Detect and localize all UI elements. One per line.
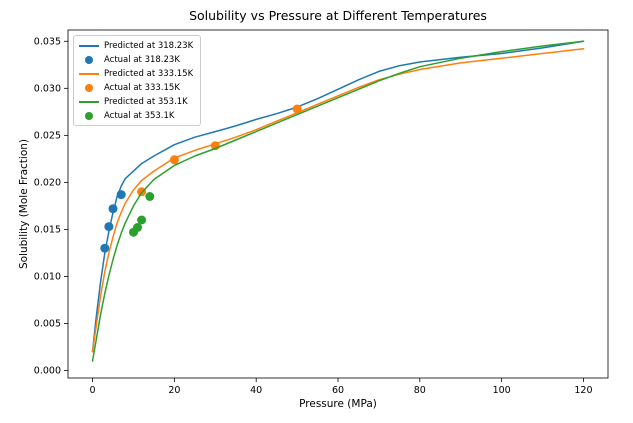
series-point — [104, 222, 114, 232]
x-tick-label: 40 — [250, 385, 262, 396]
x-tick-label: 20 — [168, 385, 180, 396]
legend-item: Actual at 333.15K — [79, 82, 193, 93]
legend-label: Predicted at 318.23K — [104, 40, 194, 51]
legend-label: Predicted at 353.1K — [104, 96, 188, 107]
series-point — [133, 223, 142, 232]
y-tick-label: 0.025 — [34, 131, 61, 142]
legend-line-icon — [79, 44, 99, 47]
y-tick-label: 0.020 — [34, 178, 61, 189]
legend-label: Actual at 333.15K — [104, 82, 180, 93]
legend-dot-icon — [79, 55, 99, 64]
legend-line-icon — [79, 100, 99, 103]
y-tick-label: 0.005 — [34, 319, 61, 330]
legend-item: Predicted at 318.23K — [79, 40, 193, 51]
series-point — [145, 192, 155, 201]
x-tick-label: 120 — [574, 385, 592, 396]
series-point — [116, 190, 126, 200]
x-tick-label: 100 — [493, 385, 511, 396]
legend-label: Actual at 353.1K — [104, 110, 175, 121]
legend-item: Actual at 353.1K — [79, 110, 193, 121]
legend-item: Actual at 318.23K — [79, 54, 193, 65]
legend: Predicted at 318.23K Actual at 318.23K Pre… — [73, 35, 202, 126]
legend-dot-icon — [79, 83, 99, 92]
y-tick-label: 0.000 — [34, 366, 61, 377]
y-tick-label: 0.035 — [34, 36, 61, 47]
y-tick-label: 0.010 — [34, 272, 61, 283]
series-line — [91, 40, 585, 362]
legend-item: Predicted at 353.1K — [79, 96, 193, 107]
series-point — [100, 243, 110, 253]
legend-dot-icon — [79, 111, 99, 120]
series-point — [169, 155, 179, 165]
x-tick-label: 0 — [90, 385, 96, 396]
series-point — [292, 104, 302, 114]
series-line — [91, 40, 585, 353]
chart-title: Solubility vs Pressure at Different Temp… — [189, 8, 487, 23]
legend-label: Predicted at 333.15K — [104, 68, 194, 79]
x-tick-label: 80 — [414, 385, 426, 396]
y-tick-label: 0.030 — [34, 84, 61, 95]
x-tick-label: 60 — [332, 385, 344, 396]
x-axis-label: Pressure (MPa) — [299, 398, 377, 410]
legend-label: Actual at 318.23K — [104, 54, 180, 65]
series-point — [108, 204, 118, 214]
legend-item: Predicted at 333.15K — [79, 68, 193, 79]
y-tick-label: 0.015 — [34, 225, 61, 236]
y-axis-label: Solubility (Mole Fraction) — [18, 138, 30, 270]
legend-line-icon — [79, 72, 99, 75]
series-point — [137, 215, 147, 225]
